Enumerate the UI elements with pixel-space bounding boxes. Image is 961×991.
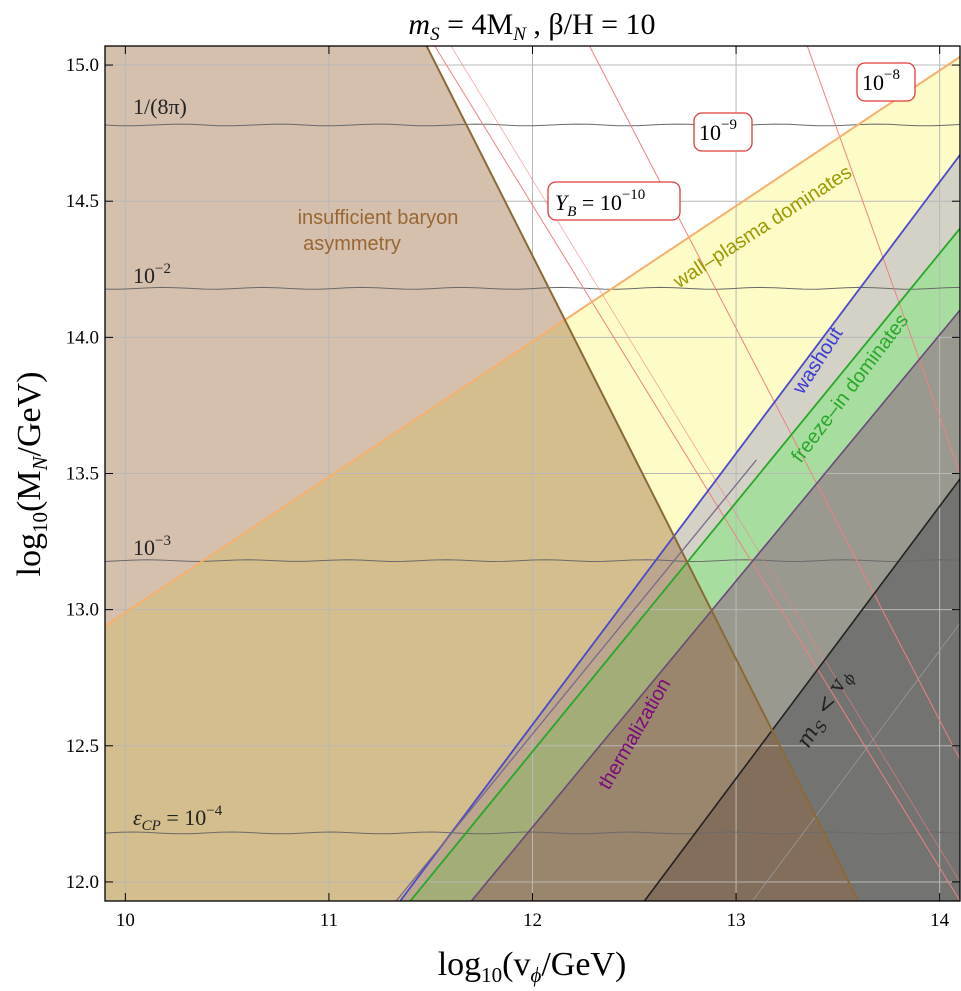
y-tick-label: 15.0 [66, 55, 99, 76]
eps-cp-contour [105, 123, 960, 127]
grid-lines [105, 46, 960, 901]
label-insufficient-line2: asymmetry [303, 233, 401, 255]
x-tick-label: 14 [930, 910, 950, 931]
yb-label-1e-10: YB = 10−10 [555, 187, 645, 220]
yb-box-1e-8 [856, 62, 916, 102]
yb-contour [806, 46, 960, 474]
freeze-in-boundary [409, 227, 960, 901]
y-axis-title: log10(MN/GeV) [11, 372, 52, 577]
ms-secondary-line [752, 623, 960, 901]
eps-cp-labels: 1/(8π) 10−2 10−3 εCP = 10−4 [133, 94, 223, 834]
wall-plasma-boundary [105, 56, 960, 627]
eps-cp-contour [105, 286, 960, 290]
eps-label-8pi: 1/(8π) [133, 94, 187, 119]
x-axis-title: log10(vϕ/GeV) [438, 946, 627, 987]
boundary-lines [105, 46, 960, 901]
eps-cp-contour [105, 559, 960, 563]
x-tick-label: 12 [523, 910, 542, 931]
yb-contour [434, 46, 960, 901]
y-tick-label: 12.5 [66, 736, 99, 757]
eps-label-1e-3: 10−3 [133, 533, 171, 560]
thermalization-boundary [470, 309, 960, 901]
label-insufficient-line1: insufficient baryon [298, 207, 459, 229]
y-tick-label: 13.0 [66, 600, 99, 621]
yb-contour-secondary [450, 46, 960, 883]
y-tick-label: 13.5 [66, 464, 99, 485]
yb-label-1e-8: 10−8 [862, 67, 900, 95]
x-tick-label: 10 [116, 910, 135, 931]
washout-boundary [399, 154, 960, 901]
x-tick-label: 11 [320, 910, 338, 931]
yb-label-1e-9: 10−9 [699, 117, 737, 145]
ms-lt-vphi-boundary [643, 478, 960, 901]
axis-ticks: 10 11 12 13 14 12.0 12.5 13.0 13.5 14.0 14.5 15.0 [66, 46, 960, 931]
washout-lower-edge [395, 459, 757, 901]
y-tick-label: 12.0 [66, 872, 99, 893]
chart-title: mS = 4MN , β/H = 10 [408, 8, 655, 45]
eps-cp-contour [105, 831, 960, 835]
y-tick-label: 14.5 [66, 191, 99, 212]
eps-label-1e-4: εCP = 10−4 [133, 803, 223, 834]
insufficient-baryon-boundary [425, 46, 860, 901]
yb-box-1e-10 [547, 181, 681, 221]
y-tick-label: 14.0 [66, 327, 99, 348]
eps-label-1e-2: 10−2 [133, 261, 171, 288]
x-tick-label: 13 [727, 910, 746, 931]
yb-box-1e-9 [693, 112, 753, 152]
yb-labels: YB = 10−10 10−9 10−8 [547, 62, 916, 221]
plot-area [105, 46, 960, 901]
